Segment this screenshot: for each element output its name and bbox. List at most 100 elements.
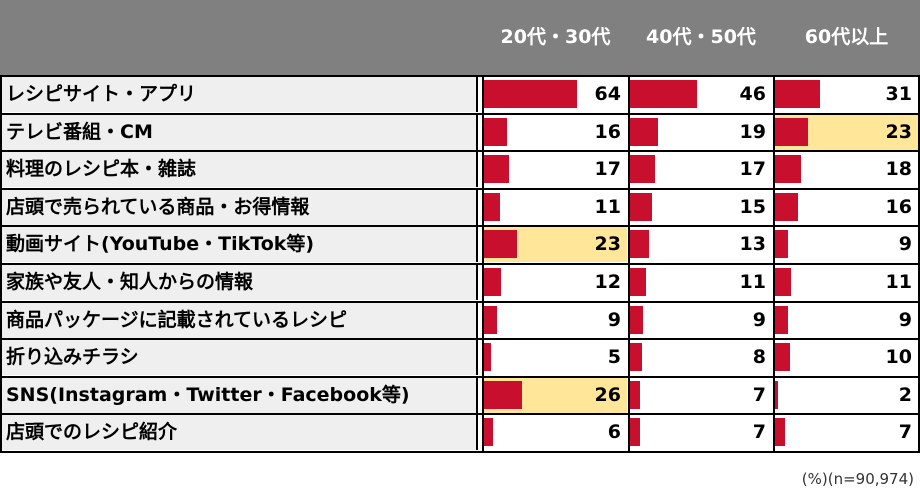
value-cell: 31 [775, 76, 918, 112]
row-label: テレビ番組・CM [0, 113, 478, 150]
row-divider [0, 413, 920, 416]
row-divider [0, 263, 920, 265]
value-cell: 9 [775, 301, 918, 338]
value-bar [484, 268, 502, 296]
value-cell: 7 [630, 376, 772, 413]
row-label: 商品パッケージに記載されているレシピ [0, 301, 478, 338]
value-bar [484, 418, 493, 447]
value-label: 2 [898, 383, 912, 406]
row-divider [0, 225, 920, 228]
row-divider [0, 187, 920, 190]
value-bar [775, 305, 789, 334]
row-divider [0, 451, 920, 453]
value-label: 46 [739, 83, 766, 105]
value-label: 64 [594, 83, 621, 105]
value-bar [484, 343, 492, 372]
value-bar [775, 380, 778, 409]
row-divider [0, 338, 920, 341]
value-label: 19 [739, 120, 766, 143]
value-bar [630, 80, 697, 108]
value-label: 11 [885, 271, 912, 293]
table-row: 店頭で売られている商品・お得情報 11 15 16 [0, 188, 920, 225]
value-cell: 46 [630, 76, 772, 112]
value-bar [484, 305, 498, 334]
row-divider [0, 375, 920, 378]
table-row: SNS(Instagram・Twitter・Facebook等) 26 7 2 [0, 376, 920, 413]
value-bar [630, 192, 652, 221]
table-row: 店頭でのレシピ紹介 6 7 7 [0, 414, 920, 451]
column-divider [773, 75, 775, 453]
value-label: 13 [739, 233, 766, 256]
value-cell: 9 [484, 301, 627, 338]
value-label: 9 [898, 233, 912, 256]
value-bar [775, 80, 820, 108]
value-cell: 16 [484, 113, 627, 150]
value-cell: 18 [775, 151, 918, 188]
value-label: 8 [752, 346, 766, 369]
row-label: レシピサイト・アプリ [0, 76, 478, 112]
value-bar [775, 192, 799, 221]
value-bar [484, 155, 509, 184]
value-bar [484, 380, 522, 409]
value-cell: 16 [775, 188, 918, 225]
value-label: 5 [607, 346, 621, 369]
value-cell: 6 [484, 414, 627, 451]
value-cell: 26 [484, 376, 627, 413]
value-bar [775, 268, 791, 296]
table-row: 家族や友人・知人からの情報 12 11 11 [0, 264, 920, 300]
table-row: 商品パッケージに記載されているレシピ 9 9 9 [0, 301, 920, 338]
value-label: 15 [739, 195, 766, 218]
row-label: 料理のレシピ本・雑誌 [0, 151, 478, 188]
column-header-1: 20代・30代 [500, 26, 611, 48]
value-cell: 17 [484, 151, 627, 188]
value-label: 16 [594, 120, 621, 143]
column-divider [918, 75, 920, 453]
value-bar [775, 230, 789, 259]
value-bar [484, 80, 577, 108]
column-header-2: 40代・50代 [646, 26, 756, 48]
value-bar [630, 343, 642, 372]
row-label: 店頭で売られている商品・お得情報 [0, 188, 478, 225]
value-label: 11 [594, 195, 621, 218]
value-bar [775, 343, 790, 372]
table-row: 料理のレシピ本・雑誌 17 17 18 [0, 151, 920, 188]
row-divider [0, 75, 920, 77]
value-cell: 17 [630, 151, 772, 188]
value-label: 10 [885, 346, 912, 369]
table-row: テレビ番組・CM 16 19 23 [0, 113, 920, 150]
value-cell: 64 [484, 76, 627, 112]
row-divider [0, 150, 920, 153]
table-row: 折り込みチラシ 5 8 10 [0, 339, 920, 376]
value-bar [484, 117, 508, 146]
value-cell: 13 [630, 226, 772, 263]
row-divider [0, 300, 920, 303]
value-cell: 9 [630, 301, 772, 338]
value-bar [630, 418, 641, 447]
column-divider [628, 75, 630, 453]
value-label: 11 [739, 271, 766, 293]
table-row: 動画サイト(YouTube・TikTok等) 23 13 9 [0, 226, 920, 263]
value-bar [630, 268, 646, 296]
value-cell: 12 [484, 264, 627, 300]
value-bar [630, 117, 658, 146]
column-divider [482, 75, 484, 453]
value-cell: 23 [775, 113, 918, 150]
row-label: SNS(Instagram・Twitter・Facebook等) [0, 376, 478, 413]
value-label: 7 [898, 421, 912, 444]
value-label: 23 [594, 233, 621, 256]
value-bar [630, 230, 649, 259]
value-label: 6 [607, 421, 621, 444]
row-label: 店頭でのレシピ紹介 [0, 414, 478, 451]
value-label: 9 [898, 308, 912, 331]
value-label: 17 [594, 158, 621, 181]
value-bar [484, 230, 518, 259]
value-cell: 10 [775, 339, 918, 376]
value-cell: 2 [775, 376, 918, 413]
value-label: 17 [739, 158, 766, 181]
value-bar [484, 192, 500, 221]
value-label: 12 [594, 271, 621, 293]
value-cell: 11 [484, 188, 627, 225]
value-bar [775, 418, 786, 447]
value-cell: 11 [630, 264, 772, 300]
value-cell: 23 [484, 226, 627, 263]
